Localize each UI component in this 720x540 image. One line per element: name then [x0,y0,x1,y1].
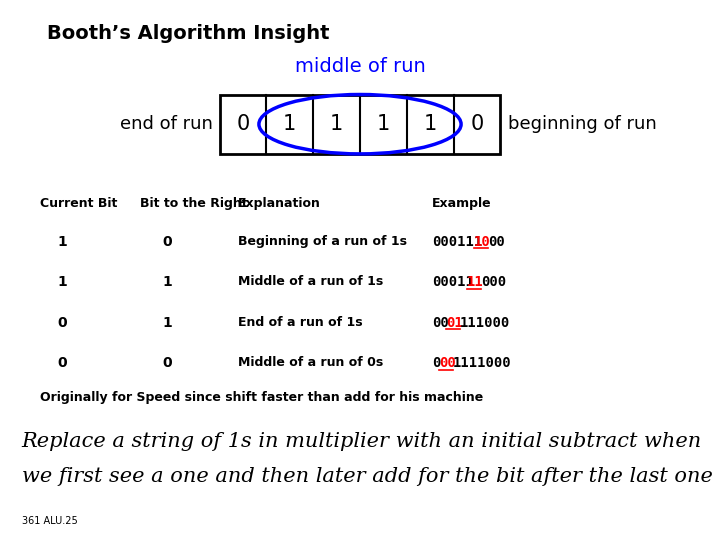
Text: 11: 11 [467,275,484,289]
Text: Booth’s Algorithm Insight: Booth’s Algorithm Insight [47,24,329,43]
Text: end of run: end of run [120,115,212,133]
Text: we first see a one and then later add for the bit after the last one: we first see a one and then later add fo… [22,467,713,486]
Text: 1: 1 [162,316,172,330]
Text: beginning of run: beginning of run [508,115,657,133]
Text: 111000: 111000 [460,316,510,330]
Bar [220,94,500,154]
Text: 000: 000 [481,275,506,289]
Text: 00011: 00011 [432,275,474,289]
Text: 0: 0 [58,316,67,330]
Text: Example: Example [432,197,492,210]
Text: 361 ALU.25: 361 ALU.25 [22,516,77,526]
Text: 1: 1 [283,114,297,134]
Text: 10: 10 [474,235,491,249]
Text: 0: 0 [432,356,441,370]
Text: End of a run of 1s: End of a run of 1s [238,316,362,329]
Text: 0: 0 [162,356,171,370]
Text: middle of run: middle of run [294,57,426,76]
Text: 0: 0 [236,114,250,134]
Text: 1111000: 1111000 [453,356,512,370]
Text: 000111: 000111 [432,235,482,249]
Text: 1: 1 [58,235,68,249]
Text: 00: 00 [432,316,449,330]
Text: Current Bit: Current Bit [40,197,117,210]
Text: 0: 0 [162,235,171,249]
Text: 01: 01 [446,316,463,330]
Text: Originally for Speed since shift faster than add for his machine: Originally for Speed since shift faster … [40,392,483,404]
Text: 1: 1 [423,114,437,134]
Text: 00: 00 [488,235,505,249]
Text: 0: 0 [470,114,484,134]
Text: 1: 1 [162,275,172,289]
Text: Middle of a run of 1s: Middle of a run of 1s [238,275,383,288]
Text: Beginning of a run of 1s: Beginning of a run of 1s [238,235,407,248]
Text: Explanation: Explanation [238,197,320,210]
Text: Bit to the Right: Bit to the Right [140,197,248,210]
Text: Middle of a run of 0s: Middle of a run of 0s [238,356,383,369]
Text: 0: 0 [58,356,67,370]
Text: Replace a string of 1s in multiplier with an initial subtract when: Replace a string of 1s in multiplier wit… [22,432,702,451]
Text: 1: 1 [377,114,390,134]
Text: 00: 00 [439,356,456,370]
Text: 1: 1 [58,275,68,289]
Text: 1: 1 [330,114,343,134]
